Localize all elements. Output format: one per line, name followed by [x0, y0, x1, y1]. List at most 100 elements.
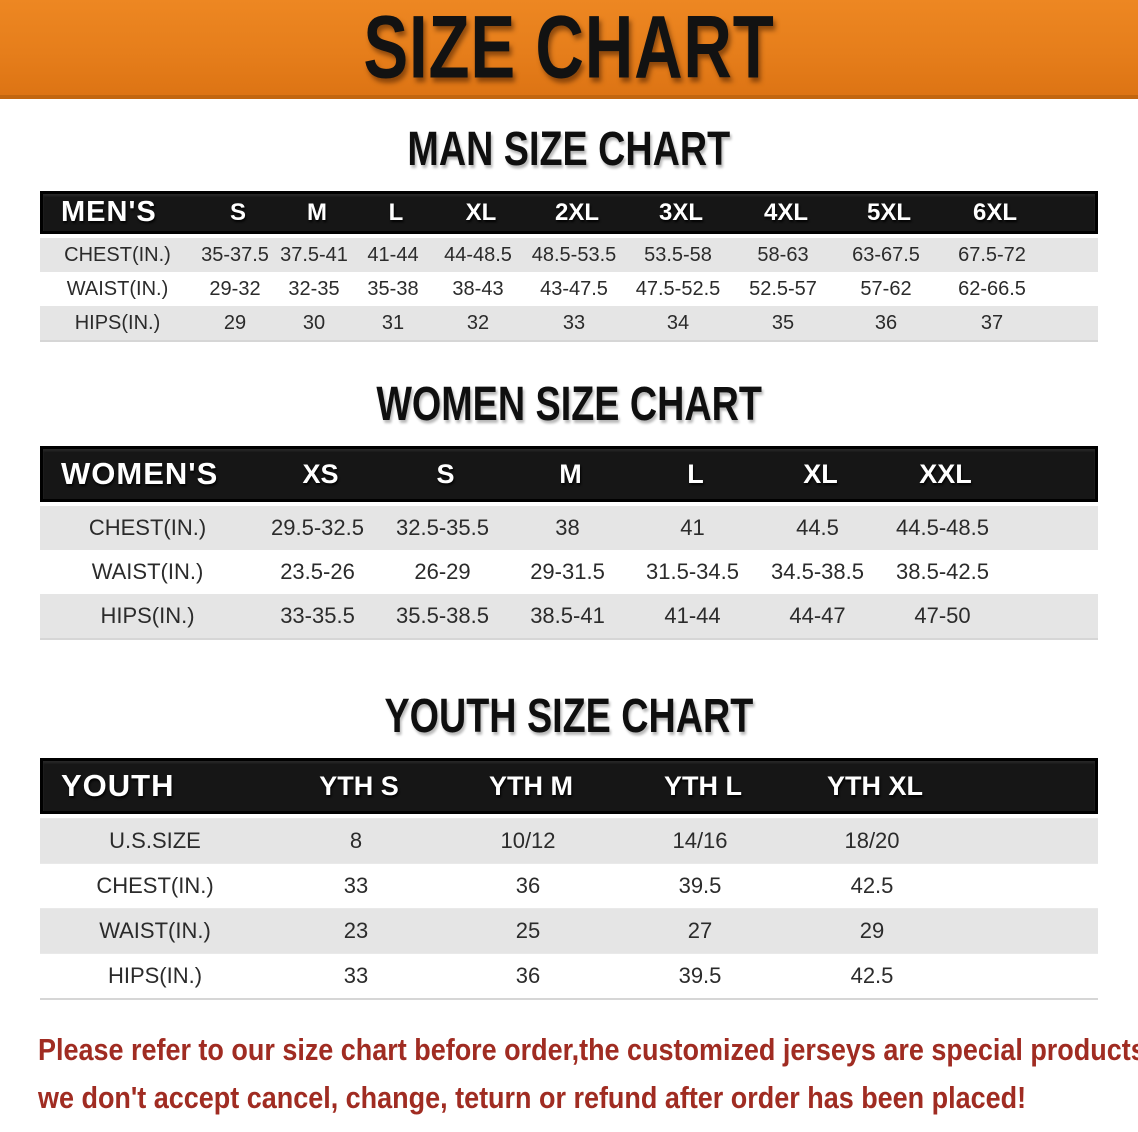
- table-cell: 26-29: [414, 559, 471, 584]
- table-column-header: M: [559, 458, 582, 489]
- disclaimer-line-2: we don't accept cancel, change, teturn o…: [38, 1080, 1027, 1116]
- table-header-row: MEN'S S M L XL 2XL 3XL 4XL 5XL 6XL: [40, 191, 1098, 234]
- youth-size-section: YOUTH SIZE CHART YOUTH YTH S YTH M YTH L YTH…: [0, 688, 1138, 1000]
- table-column-header: YTH XL: [826, 770, 923, 801]
- women-size-section: WOMEN SIZE CHART WOMEN'S XS S M L XL XXL CHEST(…: [0, 376, 1138, 640]
- table-cell: 23: [343, 918, 369, 943]
- table-cell: 30: [302, 311, 326, 334]
- table-cell: 36: [515, 963, 541, 988]
- table-cell: 32.5-35.5: [396, 515, 489, 540]
- table-cell: 8: [349, 828, 363, 853]
- table-header-row: WOMEN'S XS S M L XL XXL: [40, 446, 1098, 502]
- table-cell: 29.5-32.5: [271, 515, 364, 540]
- table-cell: 31: [381, 311, 405, 334]
- banner-title: SIZE CHART: [363, 0, 775, 97]
- women-size-table: WOMEN'S XS S M L XL XXL CHEST(IN.) 29.5-32.5 32.5…: [40, 446, 1098, 640]
- table-cell: 34.5-38.5: [771, 559, 864, 584]
- table-cell: 35.5-38.5: [396, 603, 489, 628]
- table-cell: 48.5-53.5: [531, 243, 617, 266]
- table-cell: 10/12: [500, 828, 556, 853]
- table-cell: 38: [555, 515, 580, 540]
- table-column-header: YTH L: [664, 770, 742, 801]
- youth-chart-heading: YOUTH SIZE CHART: [0, 688, 1138, 743]
- table-cell: 18/20: [844, 828, 900, 853]
- table-cell: 41: [680, 515, 705, 540]
- table-cell: 47.5-52.5: [635, 277, 721, 300]
- table-row-label: WAIST(IN.): [99, 918, 211, 943]
- table-row-label: CHEST(IN.): [64, 243, 171, 266]
- table-cell: 36: [515, 873, 541, 898]
- table-row: HIPS(IN.) 33-35.5 35.5-38.5 38.5-41 41-44 44-…: [40, 594, 1098, 638]
- table-cell: 33-35.5: [280, 603, 355, 628]
- table-row: WAIST(IN.) 23.5-26 26-29 29-31.5 31.5-34.5 34…: [40, 550, 1098, 594]
- table-column-header: XXL: [919, 458, 972, 489]
- table-column-header: 6XL: [972, 198, 1017, 226]
- table-cell: 67.5-72: [958, 243, 1026, 266]
- disclaimer-note: Please refer to our size chart before or…: [38, 1026, 1138, 1122]
- table-row-label: WAIST(IN.): [66, 277, 169, 300]
- table-cell: 14/16: [672, 828, 728, 853]
- table-column-header: XS: [302, 458, 339, 489]
- table-cell: 63-67.5: [852, 243, 920, 266]
- table-cell: 31.5-34.5: [646, 559, 739, 584]
- table-cell: 43-47.5: [540, 277, 608, 300]
- table-cell: 42.5: [850, 873, 894, 898]
- table-cell: 53.5-58: [644, 243, 712, 266]
- table-column-header: 4XL: [763, 198, 808, 226]
- table-cell: 47-50: [914, 603, 971, 628]
- table-cell: 44.5-48.5: [896, 515, 989, 540]
- table-column-header: XL: [465, 198, 497, 226]
- table-row-label: HIPS(IN.): [107, 963, 203, 988]
- table-row: U.S.SIZE 8 10/12 14/16 18/20: [40, 818, 1098, 863]
- table-header-label: MEN'S: [61, 196, 157, 228]
- table-column-header: XL: [803, 458, 838, 489]
- table-row-label: U.S.SIZE: [109, 828, 201, 853]
- table-cell: 37.5-41: [280, 243, 348, 266]
- table-cell: 44-48.5: [444, 243, 512, 266]
- table-cell: 36: [874, 311, 898, 334]
- table-column-header: 5XL: [866, 198, 911, 226]
- table-cell: 32: [466, 311, 490, 334]
- table-cell: 38.5-41: [530, 603, 605, 628]
- table-cell: 41-44: [664, 603, 721, 628]
- table-cell: 35-37.5: [201, 243, 269, 266]
- youth-size-table: YOUTH YTH S YTH M YTH L YTH XL U.S.SIZE 8 10/12…: [40, 758, 1098, 1000]
- table-cell: 41-44: [367, 243, 419, 266]
- table-row-label: WAIST(IN.): [91, 559, 204, 584]
- table-column-header: L: [687, 458, 704, 489]
- table-column-header: S: [436, 458, 455, 489]
- table-cell: 37: [980, 311, 1004, 334]
- table-row: WAIST(IN.) 29-32 32-35 35-38 38-43 43-47.5 47.…: [40, 272, 1098, 306]
- table-cell: 23.5-26: [280, 559, 355, 584]
- table-cell: 29-32: [209, 277, 261, 300]
- men-size-section: MAN SIZE CHART MEN'S S M L XL 2XL 3XL 4XL 5XL 6XL…: [0, 121, 1138, 342]
- table-cell: 29: [223, 311, 247, 334]
- men-size-table: MEN'S S M L XL 2XL 3XL 4XL 5XL 6XL CHEST(IN.) 35-37…: [40, 191, 1098, 342]
- table-cell: 35: [771, 311, 795, 334]
- table-column-header: S: [229, 198, 246, 226]
- table-cell: 52.5-57: [749, 277, 817, 300]
- size-chart-banner: SIZE CHART: [0, 0, 1138, 99]
- table-cell: 29-31.5: [530, 559, 605, 584]
- table-cell: 32-35: [288, 277, 340, 300]
- table-cell: 44.5: [796, 515, 839, 540]
- women-chart-heading-text: WOMEN SIZE CHART: [376, 375, 762, 431]
- table-row-label: CHEST(IN.): [88, 515, 207, 540]
- table-column-header: 3XL: [658, 198, 703, 226]
- table-header-row: YOUTH YTH S YTH M YTH L YTH XL: [40, 758, 1098, 814]
- table-cell: 29: [859, 918, 885, 943]
- table-row: HIPS(IN.) 33 36 39.5 42.5: [40, 953, 1098, 998]
- table-cell: 57-62: [860, 277, 912, 300]
- table-cell: 44-47: [789, 603, 846, 628]
- men-chart-heading: MAN SIZE CHART: [0, 121, 1138, 176]
- table-cell: 34: [666, 311, 690, 334]
- table-cell: 42.5: [850, 963, 894, 988]
- table-cell: 39.5: [678, 963, 722, 988]
- table-cell: 33: [562, 311, 586, 334]
- table-column-header: L: [388, 198, 404, 226]
- table-cell: 38-43: [452, 277, 504, 300]
- table-row: WAIST(IN.) 23 25 27 29: [40, 908, 1098, 953]
- table-cell: 35-38: [367, 277, 419, 300]
- table-cell: 25: [515, 918, 541, 943]
- table-column-header: M: [307, 198, 327, 226]
